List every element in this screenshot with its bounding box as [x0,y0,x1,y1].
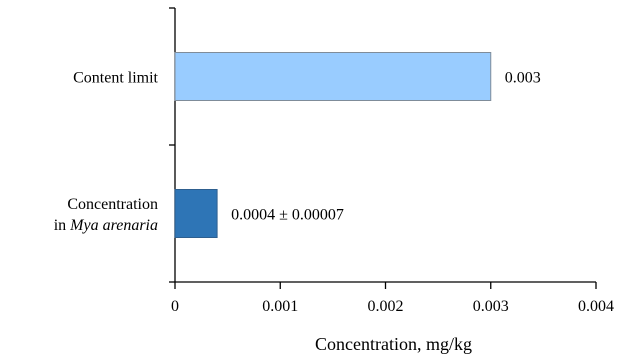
x-tick-label: 0.001 [262,298,298,315]
x-tick-label: 0.004 [578,298,614,315]
category-label-line: Concentration [67,196,158,213]
data-label: 0.003 [505,70,541,87]
chart-axes [169,7,597,289]
x-tick-label: 0 [171,298,179,315]
chart-bars [174,52,492,238]
bar [174,189,218,238]
x-axis-title: Concentration, mg/kg [315,334,472,354]
category-label: Content limit [73,70,158,87]
data-label: 0.0004 ± 0.00007 [231,207,344,224]
species-name: Mya arenaria [69,217,158,234]
x-tick-label: 0.002 [368,298,404,315]
category-label: Concentration in Mya arenaria [54,196,158,234]
category-label-line: Content limit [73,70,158,87]
chart-labels: 0 0.001 0.002 0.003 0.004 0.003 Content limit 0… [54,70,614,316]
bar [174,52,492,101]
category-label-line: in Mya arenaria [54,217,158,234]
x-tick-label: 0.003 [473,298,509,315]
